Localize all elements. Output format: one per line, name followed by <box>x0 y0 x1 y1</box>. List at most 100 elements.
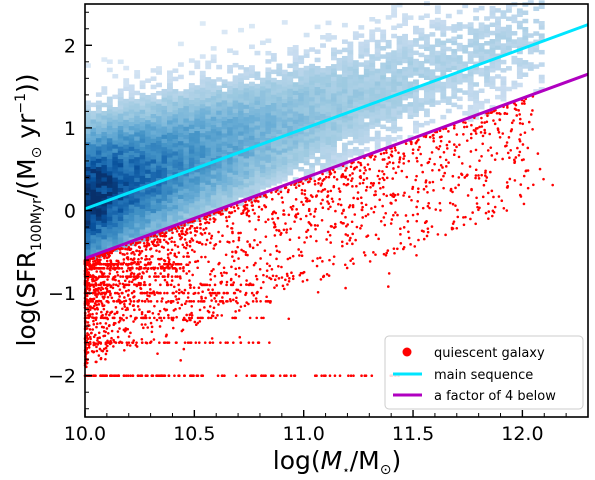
quiescent-point <box>339 203 343 207</box>
quiescent-point <box>428 206 431 210</box>
hist-cell <box>128 88 135 94</box>
hist-cell <box>347 140 354 146</box>
hist-cell <box>467 22 474 27</box>
quiescent-point <box>106 295 110 299</box>
hist-cell <box>270 131 277 137</box>
hist-cell <box>309 138 316 143</box>
hist-cell <box>205 93 212 99</box>
quiescent-point <box>355 165 358 169</box>
hist-cell <box>112 185 119 190</box>
quiescent-point <box>356 197 360 201</box>
quiescent-point <box>124 308 128 312</box>
hist-cell <box>227 131 234 136</box>
hist-cell <box>139 187 146 193</box>
hist-cell <box>314 160 321 166</box>
quiescent-point <box>495 152 499 155</box>
hist-cell <box>205 172 212 177</box>
hist-cell <box>183 184 190 189</box>
hist-cell <box>522 72 529 77</box>
hist-cell <box>95 199 102 205</box>
hist-cell <box>352 35 359 40</box>
quiescent-point <box>175 298 178 301</box>
quiescent-point <box>377 169 381 173</box>
hist-cell <box>156 190 162 195</box>
hist-cell <box>106 232 113 238</box>
hist-cell <box>352 93 359 98</box>
hist-cell <box>101 152 108 157</box>
hist-cell <box>134 74 141 79</box>
quiescent-point <box>262 273 265 277</box>
hist-cell <box>456 46 463 52</box>
hist-cell <box>259 139 266 145</box>
quiescent-point <box>100 310 103 314</box>
x-tick-label: 12.0 <box>501 423 543 445</box>
quiescent-point <box>251 341 255 344</box>
quiescent-point <box>471 211 474 214</box>
hist-cell <box>259 172 266 178</box>
hist-cell <box>363 72 370 78</box>
hist-cell <box>134 198 141 203</box>
y-tick-label: −1 <box>48 283 76 305</box>
hist-cell <box>391 112 398 117</box>
hist-cell <box>150 200 157 205</box>
quiescent-point <box>399 241 403 245</box>
hist-cell <box>95 166 102 172</box>
hist-cell <box>473 102 480 108</box>
hist-cell <box>194 209 201 214</box>
hist-cell <box>309 47 316 52</box>
quiescent-point <box>86 314 90 317</box>
hist-cell <box>172 196 179 201</box>
quiescent-point <box>274 211 278 215</box>
hist-cell <box>128 121 135 127</box>
hist-cell <box>117 138 124 143</box>
hist-cell <box>145 119 152 125</box>
hist-cell <box>363 105 370 111</box>
hist-cell <box>172 101 179 106</box>
hist-cell <box>369 83 376 88</box>
hist-cell <box>90 201 97 207</box>
hist-cell <box>95 150 102 155</box>
quiescent-point <box>299 250 303 254</box>
hist-cell <box>95 191 102 196</box>
quiescent-point <box>452 126 456 130</box>
hist-cell <box>331 92 337 98</box>
hist-cell <box>183 97 190 102</box>
quiescent-point <box>250 291 254 295</box>
quiescent-point <box>264 235 268 238</box>
hist-cell <box>259 160 266 165</box>
hist-cell <box>352 64 359 69</box>
hist-cell <box>380 124 387 130</box>
hist-cell <box>90 181 97 186</box>
hist-cell <box>478 88 485 93</box>
quiescent-point <box>300 188 304 192</box>
hist-cell <box>106 241 113 246</box>
quiescent-point <box>120 341 124 344</box>
quiescent-point <box>179 262 183 266</box>
quiescent-point <box>95 303 98 307</box>
quiescent-point <box>189 318 192 322</box>
hist-cell <box>303 152 310 158</box>
hist-cell <box>281 168 288 174</box>
quiescent-point <box>374 155 377 158</box>
quiescent-point <box>503 112 507 115</box>
hist-cell <box>134 119 141 125</box>
hist-cell <box>309 72 316 77</box>
hist-cell <box>396 89 403 95</box>
hist-cell <box>270 152 277 157</box>
hist-cell <box>139 158 146 164</box>
hist-cell <box>188 186 195 191</box>
quiescent-point <box>407 236 411 240</box>
quiescent-point <box>231 255 234 258</box>
quiescent-point <box>186 296 190 299</box>
hist-cell <box>396 114 403 119</box>
quiescent-point <box>478 125 481 129</box>
hist-cell <box>177 95 184 100</box>
hist-cell <box>232 62 239 68</box>
legend-label-factor-of-4: a factor of 4 below <box>434 389 556 404</box>
quiescent-point <box>280 265 283 269</box>
hist-cell <box>101 214 108 219</box>
quiescent-point <box>127 267 130 270</box>
hist-cell <box>216 106 223 111</box>
hist-cell <box>134 165 141 170</box>
quiescent-point <box>329 241 333 244</box>
